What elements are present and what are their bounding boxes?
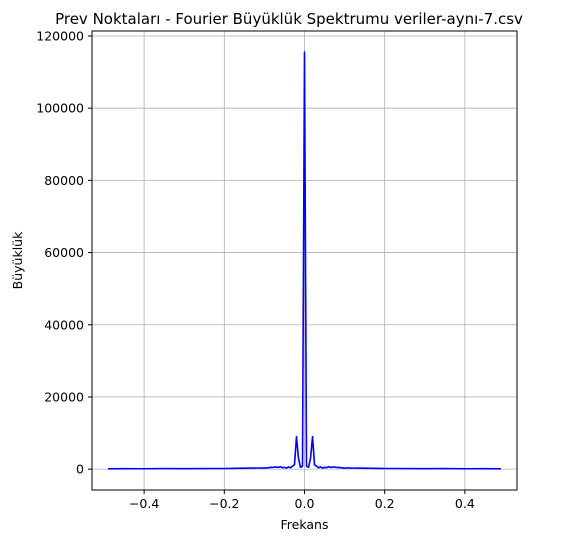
y-tick-label: 120000 xyxy=(36,28,84,43)
x-tick-label: 0.4 xyxy=(455,496,475,511)
x-tick-label: 0.0 xyxy=(295,496,315,511)
chart-title: Prev Noktaları - Fourier Büyüklük Spektr… xyxy=(55,10,523,28)
x-tick-label: −0.2 xyxy=(209,496,239,511)
y-axis-label: Büyüklük xyxy=(10,231,25,289)
y-tick-label: 80000 xyxy=(44,173,84,188)
x-ticks: −0.4 −0.2 0.0 0.2 0.4 xyxy=(129,490,475,511)
y-tick-label: 0 xyxy=(76,462,84,477)
y-tick-label: 60000 xyxy=(44,245,84,260)
y-ticks: 0 20000 40000 60000 80000 100000 120000 xyxy=(36,28,92,477)
x-tick-label: 0.2 xyxy=(375,496,395,511)
x-axis-label: Frekans xyxy=(281,517,329,532)
series-line xyxy=(108,51,501,470)
y-tick-label: 100000 xyxy=(36,101,84,116)
y-tick-label: 40000 xyxy=(44,317,84,332)
x-tick-label: −0.4 xyxy=(129,496,159,511)
y-tick-label: 20000 xyxy=(44,389,84,404)
series-layer xyxy=(108,51,501,470)
